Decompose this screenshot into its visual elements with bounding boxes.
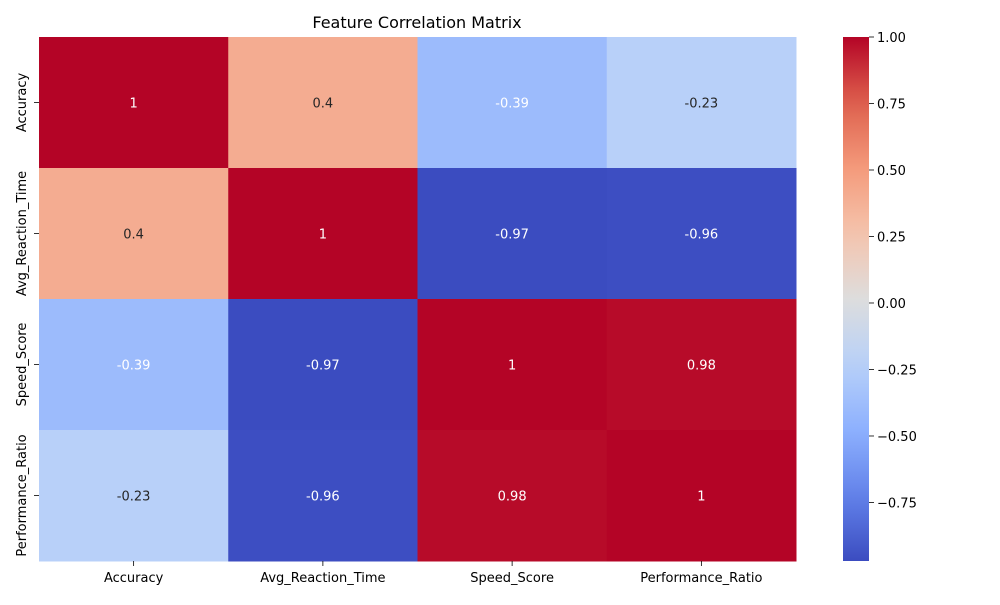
cell-value-label: 1 <box>129 97 137 112</box>
y-tick-label: Avg_Reaction_Time <box>15 171 30 296</box>
y-tick-label: Accuracy <box>15 73 30 133</box>
cell-value-label: 0.4 <box>123 228 144 243</box>
heatmap-cell <box>228 299 418 431</box>
cell-value-label: 0.98 <box>498 490 527 505</box>
cell-value-label: -0.23 <box>117 490 151 505</box>
colorbar-tick-label: 0.50 <box>877 164 906 179</box>
colorbar-tick-label: −0.25 <box>877 363 917 378</box>
colorbar-tick-label: 1.00 <box>877 31 906 46</box>
cell-value-label: -0.97 <box>495 228 529 243</box>
heatmap-cells <box>39 37 797 562</box>
chart-title: Feature Correlation Matrix <box>312 13 521 32</box>
colorbar: 1.00 0.75 0.50 0.25 0.00 −0.25 −0.50 −0.75 <box>843 31 917 561</box>
y-axis: Accuracy Avg_Reaction_Time Speed_Score Perf… <box>15 73 39 557</box>
heatmap-cell <box>606 37 797 169</box>
x-axis: Accuracy Avg_Reaction_Time Speed_Score Perf… <box>104 561 763 586</box>
cell-value-label: 1 <box>508 359 516 374</box>
heatmap-cell <box>228 168 418 300</box>
heatmap-cell-labels: 1 0.4 -0.39 -0.23 0.4 1 -0.97 -0.96 -0.39 -0.97 1 0… <box>117 97 718 505</box>
cell-value-label: 1 <box>697 490 705 505</box>
heatmap-cell <box>417 430 608 562</box>
heatmap-cell <box>39 430 229 562</box>
heatmap-cell <box>228 430 418 562</box>
colorbar-tick-label: −0.75 <box>877 496 917 511</box>
cell-value-label: -0.97 <box>306 359 340 374</box>
x-tick-label: Avg_Reaction_Time <box>260 571 385 586</box>
heatmap-cell <box>39 299 229 431</box>
colorbar-tick-label: 0.25 <box>877 230 906 245</box>
heatmap-cell <box>39 37 229 169</box>
cell-value-label: 1 <box>319 228 327 243</box>
cell-value-label: -0.96 <box>306 490 340 505</box>
y-tick-label: Performance_Ratio <box>15 434 30 556</box>
cell-value-label: -0.96 <box>685 228 719 243</box>
heatmap-cell <box>228 37 418 169</box>
colorbar-tick-label: 0.75 <box>877 97 906 112</box>
heatmap-cell <box>417 299 608 431</box>
cell-value-label: -0.39 <box>117 359 151 374</box>
heatmap-cell <box>606 299 797 431</box>
heatmap-cell <box>39 168 229 300</box>
cell-value-label: -0.23 <box>685 97 719 112</box>
cell-value-label: 0.4 <box>313 97 334 112</box>
x-tick-label: Performance_Ratio <box>640 571 762 586</box>
cell-value-label: -0.39 <box>495 97 529 112</box>
heatmap-cell <box>417 37 608 169</box>
x-tick-label: Accuracy <box>104 571 164 586</box>
colorbar-tick-label: −0.50 <box>877 430 917 445</box>
heatmap-cell <box>417 168 608 300</box>
x-tick-label: Speed_Score <box>470 571 554 586</box>
colorbar-tick-label: 0.00 <box>877 297 906 312</box>
colorbar-gradient <box>843 37 869 561</box>
heatmap-cell <box>606 168 797 300</box>
heatmap-cell <box>606 430 797 562</box>
cell-value-label: 0.98 <box>687 359 716 374</box>
y-tick-label: Speed_Score <box>15 323 30 407</box>
